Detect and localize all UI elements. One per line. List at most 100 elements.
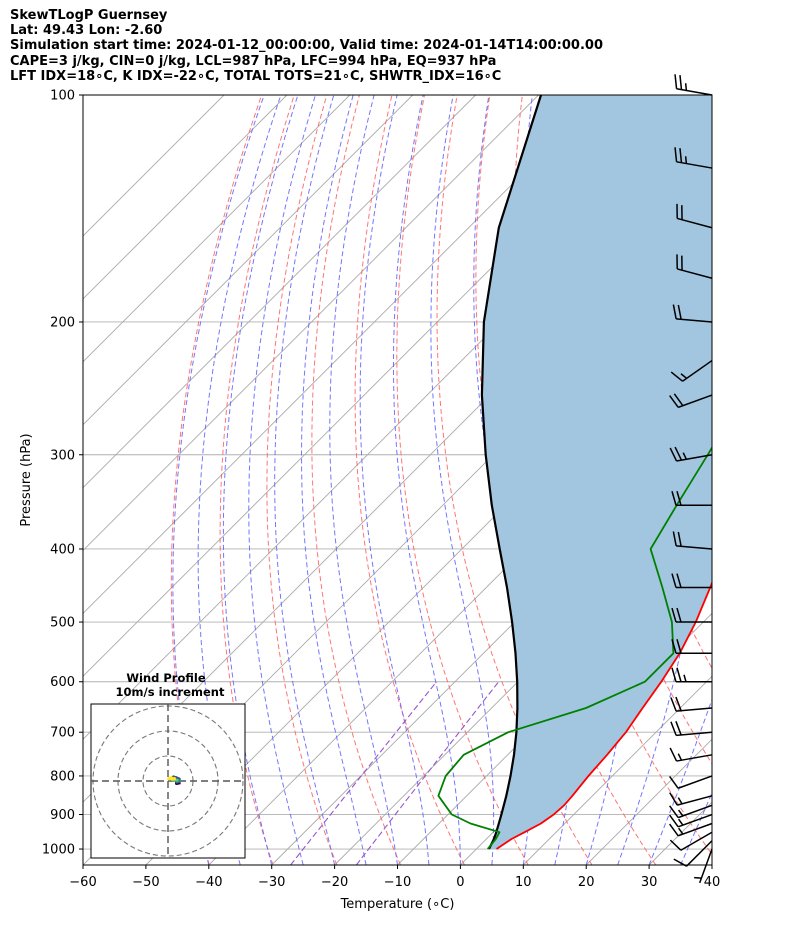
dry-adiabat-line	[436, 95, 593, 865]
wind-barb-half-flag	[677, 753, 683, 761]
cape-cin-shading	[481, 95, 712, 849]
chart-title-coordinates: Lat: 49.43 Lon: -2.60	[10, 23, 163, 39]
moist-adiabat-line	[197, 95, 282, 865]
wind-barb-full-flag	[669, 395, 679, 408]
moist-adiabat-line	[473, 95, 533, 865]
wind-barb-full-flag	[674, 446, 683, 461]
wind-barb-full-flag	[675, 721, 682, 736]
wind-barb-full-flag	[669, 447, 678, 462]
isotherm-line	[83, 95, 602, 615]
isotherm-line	[83, 95, 414, 426]
wind-barb-shaft	[676, 545, 713, 550]
wind-barb	[669, 775, 713, 789]
wind-barb	[669, 822, 713, 837]
wind-barb	[669, 804, 713, 819]
y-tick-label: 600	[50, 675, 75, 690]
wind-barb	[676, 254, 713, 279]
wind-barb-shaft	[676, 161, 713, 169]
wind-barb	[672, 531, 713, 550]
isotherm-line	[83, 95, 225, 237]
wind-barb-shaft	[682, 359, 713, 382]
temperature-line	[496, 580, 712, 850]
wind-barb-shaft	[686, 840, 713, 867]
wind-barb-half-flag	[677, 827, 684, 835]
wind-barb-full-flag	[672, 531, 677, 546]
wind-barb-half-flag	[677, 797, 683, 805]
x-tick-label: −10	[384, 875, 411, 890]
y-tick-label: 200	[50, 315, 75, 330]
wind-barb-half-flag	[677, 818, 684, 826]
wind-barb-half-flag	[684, 83, 688, 91]
wind-barb	[674, 74, 713, 96]
wind-barb	[669, 446, 713, 462]
hodograph-subtitle: 10m/s increment	[116, 685, 225, 699]
wind-barb-full-flag	[677, 304, 682, 320]
moist-adiabat-line	[274, 95, 336, 865]
dry-adiabat-line	[718, 95, 794, 865]
wind-barb	[669, 792, 713, 806]
wind-barb	[671, 639, 712, 655]
wind-barb-full-flag	[670, 371, 683, 382]
moist-adiabat-line	[648, 697, 712, 865]
isotherm-line	[83, 95, 539, 552]
wind-barb-full-flag	[674, 74, 678, 89]
y-tick-label: 800	[50, 769, 75, 784]
wind-barb-shaft	[676, 754, 713, 762]
hodograph-inner	[91, 704, 245, 858]
wind-barb-full-flag	[673, 858, 687, 867]
wind-barb-half-flag	[680, 373, 688, 379]
wind-barb-full-flag	[669, 805, 679, 819]
isotherm-line	[522, 675, 712, 865]
wind-barb	[669, 831, 713, 851]
dry-adiabat-line	[396, 95, 529, 865]
x-tick-label: 10	[515, 875, 532, 890]
x-tick-label: −20	[321, 875, 348, 890]
isotherm-line	[775, 95, 794, 865]
wind-barb-shaft	[677, 775, 713, 789]
hodograph-title: Wind Profile	[126, 671, 206, 685]
y-tick-label: 500	[50, 616, 75, 631]
x-tick-label: 0	[456, 875, 464, 890]
wind-barb-full-flag	[676, 607, 682, 623]
wind-barb-shaft	[676, 318, 713, 323]
parcel-profile-line	[480, 95, 543, 850]
wind-barb	[671, 607, 712, 623]
wind-barb-full-flag	[675, 696, 682, 711]
wind-barb	[669, 813, 713, 828]
wind-barb-half-flag	[684, 156, 688, 164]
wind-barb-full-flag	[669, 839, 682, 851]
wind-barb-full-flag	[669, 747, 678, 762]
moist-adiabat-line	[711, 863, 712, 865]
wind-barb-full-flag	[671, 639, 677, 654]
y-tick-label: 700	[50, 726, 75, 741]
moist-adiabat-line	[329, 95, 398, 865]
chart-title-indices: LFT IDX=18∘C, K IDX=-22∘C, TOTAL TOTS=21…	[10, 68, 502, 84]
wind-barb	[670, 721, 713, 737]
isotherm-line	[334, 486, 712, 865]
wind-barb-shaft	[676, 707, 713, 712]
wind-barb-shaft	[677, 795, 713, 806]
wind-barb-shaft	[677, 268, 713, 279]
wind-barb	[676, 203, 713, 229]
moist-adiabat-line	[172, 95, 265, 865]
moist-adiabat-line	[301, 95, 367, 865]
wind-barb-shaft	[680, 831, 713, 851]
y-tick-label: 300	[50, 448, 75, 463]
wind-barb-shaft	[676, 731, 713, 737]
wind-barb-full-flag	[676, 491, 682, 506]
x-axis-label: Temperature (∘C)	[340, 897, 455, 912]
wind-barb-shaft	[677, 394, 713, 409]
moist-adiabat-line	[248, 95, 316, 865]
wind-barb-full-flag	[679, 148, 683, 163]
mixing-ratio-line	[355, 681, 500, 865]
wind-barb-full-flag	[669, 776, 679, 789]
wind-barb-full-flag	[671, 573, 677, 588]
x-tick-label: −50	[132, 875, 159, 890]
wind-barb	[671, 667, 712, 683]
wind-barb-shaft	[677, 813, 713, 828]
wind-barb-full-flag	[670, 721, 677, 736]
wind-barb-full-flag	[676, 667, 682, 682]
mixing-ratio-line	[290, 681, 437, 865]
moist-adiabat-line	[744, 95, 794, 865]
